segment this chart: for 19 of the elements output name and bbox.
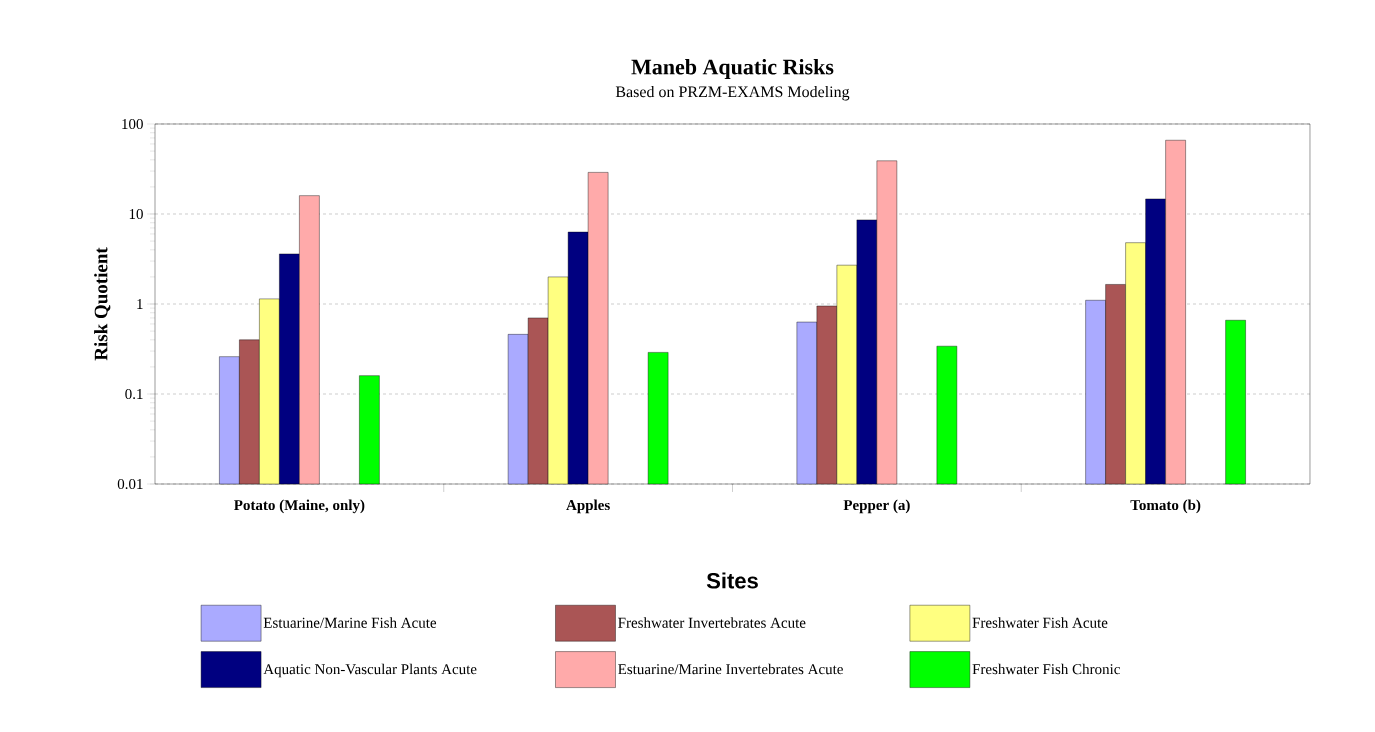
x-tick-label: Tomato (b)	[1130, 499, 1201, 514]
legend-label: Freshwater Invertebrates Acute	[618, 617, 806, 628]
chart-subtitle: Based on PRZM-EXAMS Modeling	[615, 85, 850, 101]
legend-label: Freshwater Fish Acute	[972, 617, 1108, 628]
y-tick-label: 0.1	[125, 388, 143, 400]
legend-label: Estuarine/Marine Fish Acute	[263, 617, 437, 628]
legend-label: Aquatic Non-Vascular Plants Acute	[263, 663, 477, 678]
y-tick-label: 10	[129, 208, 143, 220]
legend-label: Freshwater Fish Chronic	[972, 663, 1120, 675]
x-tick-label: Pepper (a)	[843, 499, 910, 514]
chart-title: Maneb Aquatic Risks	[631, 58, 834, 79]
y-tick-label: 100	[122, 118, 143, 130]
x-tick-label: Potato (Maine, only)	[234, 499, 365, 514]
y-tick-label: 1	[137, 299, 143, 309]
y-axis-title: Risk Quotient	[94, 247, 111, 361]
x-axis-title: Sites	[706, 572, 758, 589]
x-tick-label: Apples	[566, 499, 610, 514]
legend-label: Estuarine/Marine Invertebrates Acute	[618, 663, 843, 675]
y-tick-label: 0.01	[117, 478, 143, 490]
